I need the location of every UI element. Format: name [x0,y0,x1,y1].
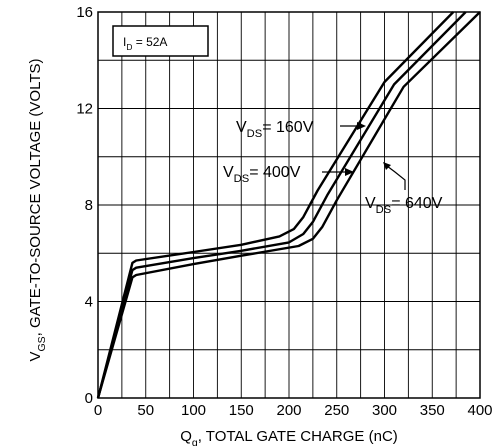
arrowhead-160v [357,122,366,130]
arrowhead-400v [345,168,354,176]
x-tick-label: 200 [276,402,301,419]
series-label-400v: VDS= 400V [223,164,301,185]
series-line-0 [96,11,455,399]
y-axis-title: VGS, GATE-TO-SOURCE VOLTAGE (VOLTS) [27,59,48,362]
y-tick-label: 4 [85,294,93,311]
y-tick-label: 0 [85,390,93,407]
condition-label: ID = 52A [123,35,167,52]
x-tick-label: 50 [137,402,154,419]
x-tick-label: 400 [467,402,492,419]
x-axis-title: Qg, TOTAL GATE CHARGE (nC) [180,428,398,446]
x-tick-label: 350 [420,402,445,419]
arrowhead-640v [383,162,391,170]
tick-labels: 0 50 100 150 200 250 300 350 400 0 4 8 12 16 [76,4,492,419]
arrow-640v [386,165,406,190]
series-line-1 [96,11,467,399]
x-tick-label: 300 [372,402,397,419]
series-label-160v: VDS= 160V [236,119,314,140]
condition-box [112,25,209,57]
x-tick-label: 250 [324,402,349,419]
y-tick-label: 12 [76,101,93,118]
plot-frame [97,11,481,399]
series-line-2 [96,11,481,399]
series-lines [96,11,481,399]
x-tick-label: 0 [94,402,102,419]
y-tick-label: 8 [85,197,93,214]
x-tick-label: 100 [181,402,206,419]
y-tick-label: 16 [76,4,93,21]
x-tick-label: 150 [229,402,254,419]
series-label-640v: VDS= 640V [365,195,443,216]
